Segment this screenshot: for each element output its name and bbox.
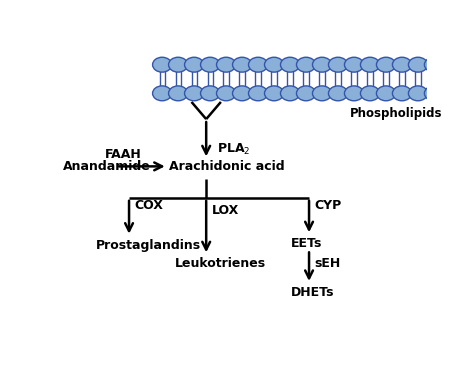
Circle shape: [201, 86, 219, 101]
Circle shape: [153, 57, 172, 72]
Circle shape: [424, 57, 444, 72]
Circle shape: [248, 86, 268, 101]
Circle shape: [345, 57, 364, 72]
Circle shape: [153, 86, 172, 101]
Circle shape: [312, 57, 332, 72]
Text: CYP: CYP: [315, 199, 342, 212]
Text: Arachidonic acid: Arachidonic acid: [169, 160, 285, 173]
Circle shape: [169, 86, 188, 101]
Text: Prostaglandins: Prostaglandins: [96, 239, 201, 251]
Circle shape: [345, 86, 364, 101]
Circle shape: [217, 86, 236, 101]
Circle shape: [392, 57, 411, 72]
Circle shape: [184, 57, 204, 72]
Circle shape: [376, 86, 395, 101]
Circle shape: [281, 57, 300, 72]
Circle shape: [201, 57, 219, 72]
Circle shape: [328, 86, 347, 101]
Circle shape: [233, 86, 252, 101]
Circle shape: [264, 86, 283, 101]
Circle shape: [296, 57, 316, 72]
Text: FAAH: FAAH: [105, 148, 142, 161]
Text: Phospholipids: Phospholipids: [349, 107, 442, 120]
Text: Leukotrienes: Leukotrienes: [175, 257, 266, 270]
Text: LOX: LOX: [212, 204, 239, 217]
Text: sEH: sEH: [315, 257, 341, 270]
Text: COX: COX: [135, 199, 164, 212]
Circle shape: [328, 57, 347, 72]
Circle shape: [264, 57, 283, 72]
Circle shape: [376, 57, 395, 72]
Circle shape: [248, 57, 268, 72]
Text: EETs: EETs: [291, 237, 322, 250]
Circle shape: [217, 57, 236, 72]
Circle shape: [409, 57, 428, 72]
Circle shape: [424, 86, 444, 101]
Circle shape: [169, 57, 188, 72]
Circle shape: [233, 57, 252, 72]
Circle shape: [184, 86, 204, 101]
Circle shape: [296, 86, 316, 101]
Text: DHETs: DHETs: [291, 286, 334, 299]
Circle shape: [312, 86, 332, 101]
Circle shape: [281, 86, 300, 101]
Circle shape: [360, 86, 380, 101]
Circle shape: [392, 86, 411, 101]
Circle shape: [360, 57, 380, 72]
Text: Anandamide: Anandamide: [63, 160, 151, 173]
Circle shape: [409, 86, 428, 101]
Text: PLA$_2$: PLA$_2$: [217, 142, 251, 157]
